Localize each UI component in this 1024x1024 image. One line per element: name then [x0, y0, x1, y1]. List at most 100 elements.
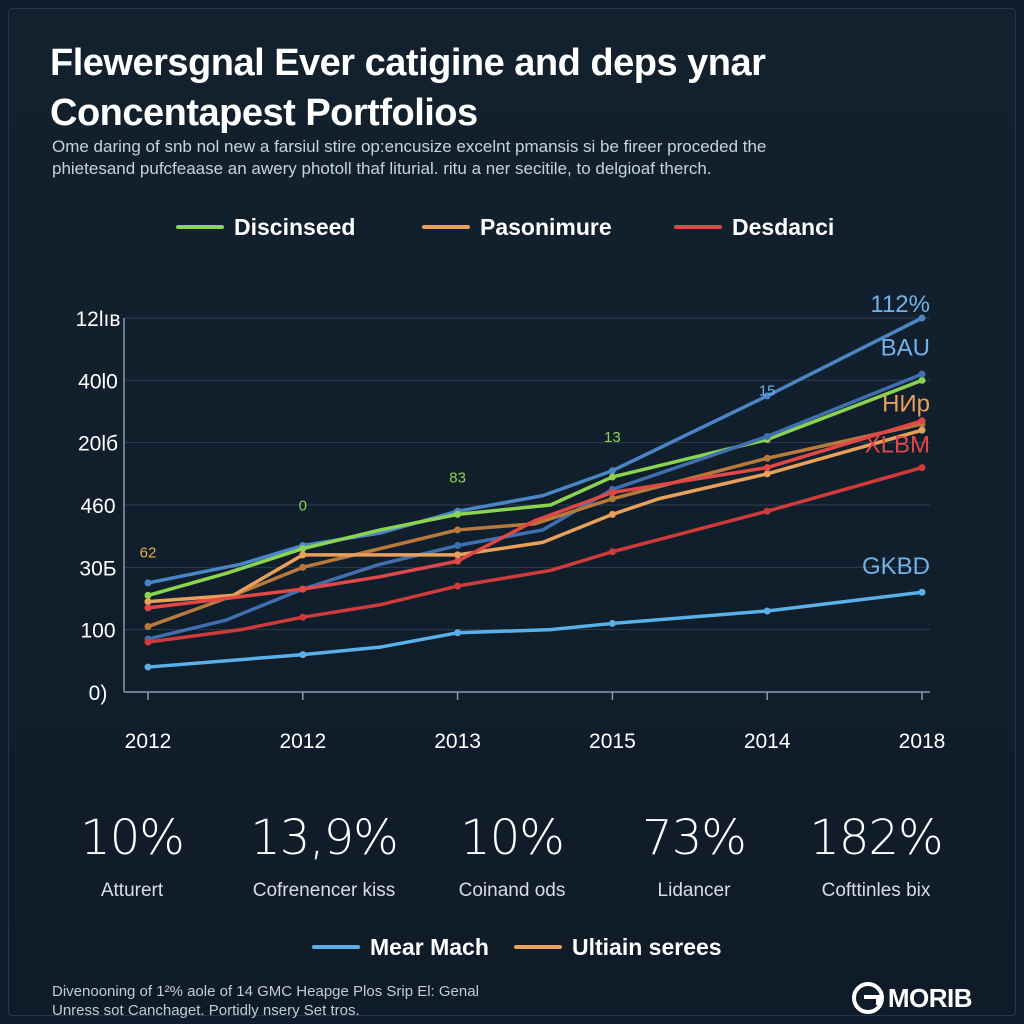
legend-top: Discinseed Pasonimure Desdanci	[0, 210, 1024, 244]
data-point	[918, 417, 926, 425]
stat-label: Lidancer	[657, 880, 731, 901]
data-point	[454, 510, 462, 518]
annotation-label: 15	[759, 382, 776, 399]
legend-bottom: Mear Mach Ultiain serees	[0, 930, 1024, 964]
stat-value: 73%	[642, 810, 747, 866]
legend-swatch-red	[674, 225, 722, 229]
legend-item-pasonimure: Pasonimure	[422, 210, 612, 244]
data-point	[763, 454, 771, 462]
data-point	[144, 591, 152, 599]
data-point	[918, 464, 926, 472]
legend-label: Mear Mach	[370, 933, 489, 960]
stats-row: 10% Atturert 13,9% Cofrenencer kiss 10% …	[0, 808, 1024, 918]
data-point	[763, 464, 771, 472]
legend-item-desdanci: Desdanci	[674, 210, 834, 244]
annotation-label: 112%	[870, 291, 930, 318]
series-line	[146, 465, 924, 644]
data-point	[763, 432, 771, 440]
data-point	[918, 376, 926, 384]
legend-item-ultiain-serees: Ultiain serees	[514, 930, 722, 964]
logo-icon	[851, 982, 884, 1014]
stat-block: 182% Cofttinles bix	[776, 808, 976, 902]
footnote-line-1: Divenooning of 1²% aole of 14 GMC Heapge…	[52, 983, 479, 1000]
brand-logo: MORIB	[851, 978, 973, 1018]
y-tick-label: 460	[80, 495, 115, 518]
footnote: Divenooning of 1²% aole of 14 GMC Heapge…	[52, 982, 752, 1020]
y-tick-label: 30Б	[79, 557, 116, 580]
stat-value: 10%	[80, 810, 185, 866]
annotation-label: BAU	[881, 335, 930, 362]
legend-label: Pasonimure	[480, 213, 612, 240]
stat-value: 10%	[460, 810, 565, 866]
y-tick-label: 20lб	[78, 433, 118, 456]
annotation-label: XLBM	[865, 431, 930, 458]
data-point	[299, 585, 307, 593]
data-point	[608, 510, 616, 518]
data-point	[608, 473, 616, 481]
stat-value: 182%	[809, 810, 943, 866]
subtitle: Ome daring of snb nol new a farsiul stir…	[52, 136, 952, 180]
stat-label: Cofrenencer kiss	[252, 880, 396, 901]
annotation-label: 0	[299, 498, 307, 515]
legend-label: Discinseed	[234, 213, 356, 240]
stat-value: 13,9%	[250, 810, 398, 866]
legend-swatch-orange	[422, 225, 470, 229]
x-tick-label: 2018	[899, 730, 946, 753]
data-point	[454, 557, 462, 565]
data-point	[144, 638, 152, 646]
annotation-label: GKBD	[862, 553, 930, 580]
legend-swatch-green	[176, 225, 224, 229]
data-point	[299, 551, 307, 559]
subtitle-line-1: Ome daring of snb nol new a farsiul stir…	[52, 137, 767, 156]
subtitle-line-2: phietesand pufcfeaase an awery photoll t…	[52, 159, 712, 178]
x-tick-label: 2015	[589, 730, 636, 753]
data-point	[299, 545, 307, 553]
data-point	[608, 548, 616, 556]
stat-label: Atturert	[100, 880, 164, 901]
x-tick-label: 2013	[434, 730, 481, 753]
series-line	[146, 428, 924, 604]
data-point	[299, 563, 307, 571]
data-point	[299, 651, 307, 659]
data-point	[608, 467, 616, 475]
data-point	[763, 607, 771, 615]
data-point	[918, 370, 926, 378]
data-point	[918, 314, 926, 322]
data-point	[608, 619, 616, 627]
data-point	[454, 582, 462, 590]
annotation-label: 13	[604, 429, 621, 446]
data-point	[454, 629, 462, 637]
title-line-1: Flewersgnal Ever catigine and deps ynar	[50, 42, 766, 84]
y-tick-label: 100	[80, 620, 115, 643]
data-point	[144, 598, 152, 606]
data-point	[144, 623, 152, 631]
annotation-label: НИр	[882, 391, 930, 418]
logo-text: MORIB	[887, 982, 973, 1013]
data-point	[918, 426, 926, 434]
annotation-label: 83	[449, 470, 466, 487]
footnote-line-2: Unress sot Canchaget. Portidly nsery Set…	[52, 1002, 360, 1019]
data-point	[144, 604, 152, 612]
data-point	[918, 588, 926, 596]
x-tick-label: 2012	[279, 730, 326, 753]
stat-label: Cofttinles bix	[821, 880, 931, 901]
y-tick-label: 40l0	[78, 370, 118, 393]
legend-label: Ultiain serees	[572, 933, 722, 960]
data-point	[763, 470, 771, 478]
legend-label: Desdanci	[732, 213, 835, 240]
data-point	[763, 392, 771, 400]
data-point	[299, 613, 307, 621]
stat-block: 10% Atturert	[32, 808, 232, 902]
data-point	[144, 663, 152, 671]
legend-item-mear-mach: Mear Mach	[312, 930, 489, 964]
data-point	[763, 507, 771, 515]
series-line	[146, 378, 924, 598]
stat-label: Coinand ods	[458, 880, 566, 901]
annotation-label: 62	[140, 544, 157, 561]
y-tick-label: 12lıв	[75, 308, 120, 331]
stat-block: 13,9% Cofrenencer kiss	[224, 808, 424, 902]
data-point	[454, 526, 462, 534]
legend-swatch-orange	[514, 945, 562, 949]
stat-block: 73% Lidancer	[594, 808, 794, 902]
